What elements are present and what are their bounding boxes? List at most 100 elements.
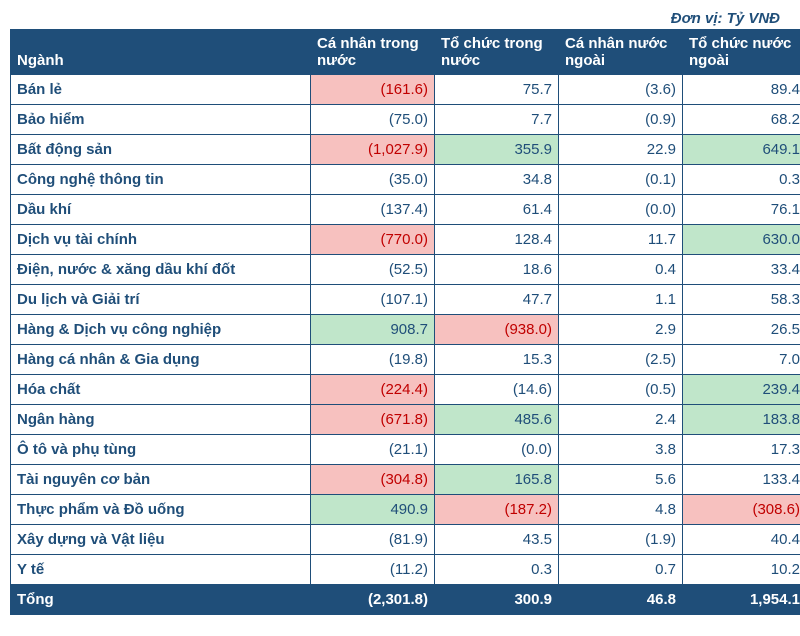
sector-cell: Hàng & Dịch vụ công nghiệp <box>11 315 311 345</box>
value-cell: (187.2) <box>435 495 559 525</box>
value-cell: 239.4 <box>683 375 800 405</box>
table-row: Ô tô và phụ tùng(21.1)(0.0)3.817.3 <box>11 435 800 465</box>
sector-cell: Y tế <box>11 555 311 585</box>
value-cell: 34.8 <box>435 165 559 195</box>
col-header-3: Cá nhân nước ngoài <box>559 30 683 75</box>
sector-flow-table: Ngành Cá nhân trong nước Tổ chức trong n… <box>10 29 800 615</box>
sector-cell: Xây dựng và Vật liệu <box>11 525 311 555</box>
value-cell: 128.4 <box>435 225 559 255</box>
value-cell: 0.7 <box>559 555 683 585</box>
value-cell: 133.4 <box>683 465 800 495</box>
value-cell: (137.4) <box>311 195 435 225</box>
value-cell: (938.0) <box>435 315 559 345</box>
value-cell: 7.0 <box>683 345 800 375</box>
sector-cell: Công nghệ thông tin <box>11 165 311 195</box>
value-cell: 485.6 <box>435 405 559 435</box>
value-cell: (81.9) <box>311 525 435 555</box>
total-value-cell: 1,954.1 <box>683 585 800 615</box>
table-row: Y tế(11.2)0.30.710.2 <box>11 555 800 585</box>
col-header-1: Cá nhân trong nước <box>311 30 435 75</box>
value-cell: 10.2 <box>683 555 800 585</box>
sector-cell: Điện, nước & xăng dầu khí đốt <box>11 255 311 285</box>
table-row: Bảo hiểm(75.0)7.7(0.9)68.2 <box>11 105 800 135</box>
value-cell: 15.3 <box>435 345 559 375</box>
value-cell: 165.8 <box>435 465 559 495</box>
sector-cell: Thực phẩm và Đồ uống <box>11 495 311 525</box>
value-cell: 183.8 <box>683 405 800 435</box>
value-cell: 0.3 <box>435 555 559 585</box>
value-cell: 0.3 <box>683 165 800 195</box>
value-cell: (0.9) <box>559 105 683 135</box>
value-cell: (0.0) <box>435 435 559 465</box>
sector-cell: Tài nguyên cơ bản <box>11 465 311 495</box>
value-cell: (0.0) <box>559 195 683 225</box>
value-cell: (0.1) <box>559 165 683 195</box>
value-cell: 355.9 <box>435 135 559 165</box>
value-cell: 630.0 <box>683 225 800 255</box>
table-row: Dịch vụ tài chính(770.0)128.411.7630.0 <box>11 225 800 255</box>
table-header-row: Ngành Cá nhân trong nước Tổ chức trong n… <box>11 30 800 75</box>
value-cell: 649.1 <box>683 135 800 165</box>
value-cell: (2.5) <box>559 345 683 375</box>
sector-cell: Bất động sản <box>11 135 311 165</box>
value-cell: (770.0) <box>311 225 435 255</box>
value-cell: (35.0) <box>311 165 435 195</box>
value-cell: 11.7 <box>559 225 683 255</box>
value-cell: 40.4 <box>683 525 800 555</box>
sector-cell: Bán lẻ <box>11 75 311 105</box>
value-cell: 68.2 <box>683 105 800 135</box>
table-row: Tài nguyên cơ bản(304.8)165.85.6133.4 <box>11 465 800 495</box>
value-cell: 58.3 <box>683 285 800 315</box>
col-header-sector: Ngành <box>11 30 311 75</box>
total-value-cell: (2,301.8) <box>311 585 435 615</box>
value-cell: 61.4 <box>435 195 559 225</box>
value-cell: (3.6) <box>559 75 683 105</box>
value-cell: 908.7 <box>311 315 435 345</box>
value-cell: 22.9 <box>559 135 683 165</box>
value-cell: (0.5) <box>559 375 683 405</box>
table-row: Hàng cá nhân & Gia dụng(19.8)15.3(2.5)7.… <box>11 345 800 375</box>
value-cell: 0.4 <box>559 255 683 285</box>
table-row: Hóa chất(224.4)(14.6)(0.5)239.4 <box>11 375 800 405</box>
table-row: Điện, nước & xăng dầu khí đốt(52.5)18.60… <box>11 255 800 285</box>
unit-label: Đơn vị: Tỷ VNĐ <box>10 10 790 27</box>
value-cell: (107.1) <box>311 285 435 315</box>
table-row: Dầu khí(137.4)61.4(0.0)76.1 <box>11 195 800 225</box>
table-total-row: Tổng(2,301.8)300.946.81,954.1 <box>11 585 800 615</box>
value-cell: 4.8 <box>559 495 683 525</box>
value-cell: 490.9 <box>311 495 435 525</box>
value-cell: 1.1 <box>559 285 683 315</box>
sector-cell: Ngân hàng <box>11 405 311 435</box>
value-cell: 47.7 <box>435 285 559 315</box>
sector-cell: Dầu khí <box>11 195 311 225</box>
value-cell: (21.1) <box>311 435 435 465</box>
value-cell: 7.7 <box>435 105 559 135</box>
value-cell: 3.8 <box>559 435 683 465</box>
value-cell: (161.6) <box>311 75 435 105</box>
value-cell: (75.0) <box>311 105 435 135</box>
sector-cell: Dịch vụ tài chính <box>11 225 311 255</box>
total-value-cell: 300.9 <box>435 585 559 615</box>
value-cell: 43.5 <box>435 525 559 555</box>
sector-cell: Bảo hiểm <box>11 105 311 135</box>
col-header-4: Tổ chức nước ngoài <box>683 30 800 75</box>
table-row: Hàng & Dịch vụ công nghiệp908.7(938.0)2.… <box>11 315 800 345</box>
value-cell: (304.8) <box>311 465 435 495</box>
value-cell: (1,027.9) <box>311 135 435 165</box>
table-row: Công nghệ thông tin(35.0)34.8(0.1)0.3 <box>11 165 800 195</box>
col-header-2: Tổ chức trong nước <box>435 30 559 75</box>
value-cell: 2.9 <box>559 315 683 345</box>
value-cell: (308.6) <box>683 495 800 525</box>
table-row: Bất động sản(1,027.9)355.922.9649.1 <box>11 135 800 165</box>
value-cell: (19.8) <box>311 345 435 375</box>
table-row: Ngân hàng(671.8)485.62.4183.8 <box>11 405 800 435</box>
total-value-cell: 46.8 <box>559 585 683 615</box>
sector-cell: Du lịch và Giải trí <box>11 285 311 315</box>
value-cell: 89.4 <box>683 75 800 105</box>
sector-cell: Hóa chất <box>11 375 311 405</box>
value-cell: 17.3 <box>683 435 800 465</box>
value-cell: (671.8) <box>311 405 435 435</box>
value-cell: 18.6 <box>435 255 559 285</box>
table-row: Thực phẩm và Đồ uống490.9(187.2)4.8(308.… <box>11 495 800 525</box>
value-cell: 2.4 <box>559 405 683 435</box>
